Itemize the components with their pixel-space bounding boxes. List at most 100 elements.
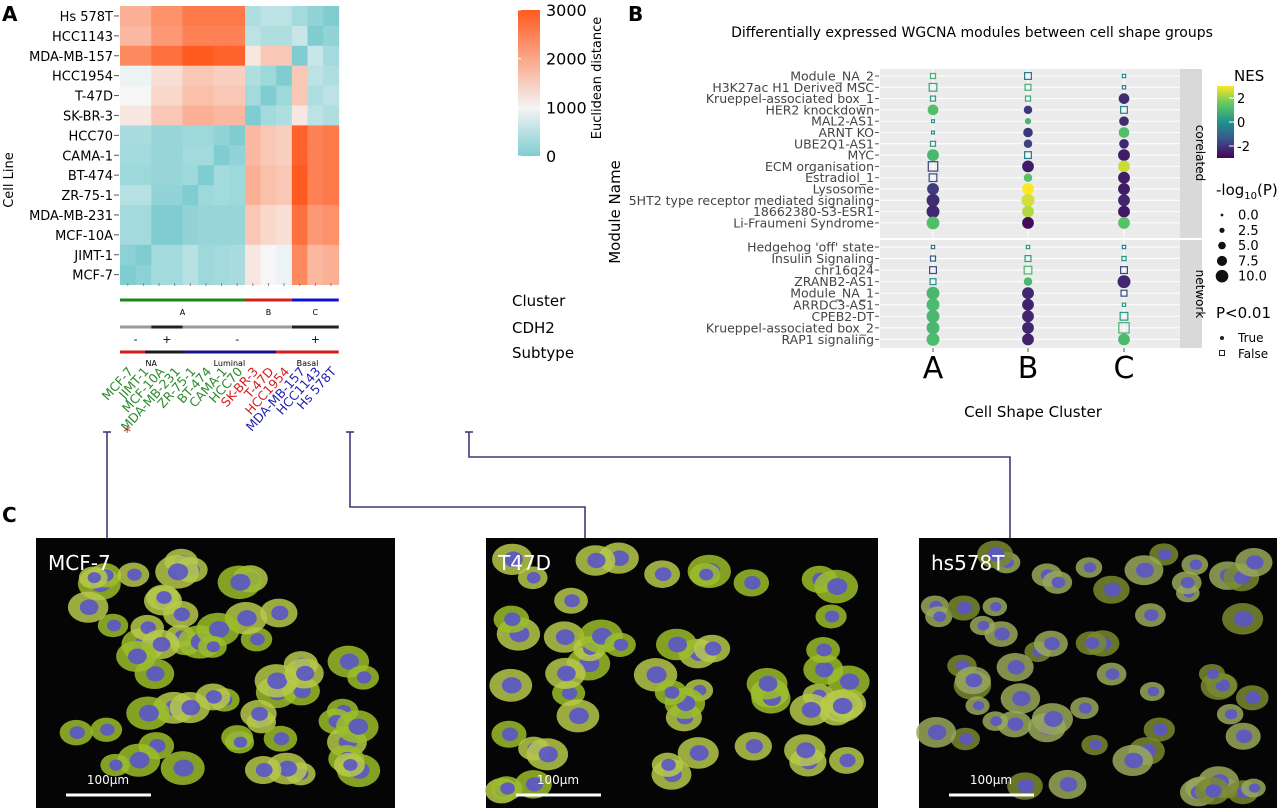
heatmap-cell: [182, 165, 199, 186]
dotplot-x-ticks: A B C: [923, 348, 1134, 386]
dotplot-point-nonsignificant: [928, 82, 938, 92]
dotplot-point-significant: [926, 216, 940, 230]
heatmap-cell: [291, 125, 308, 146]
heatmap-cell: [229, 105, 246, 126]
cell-nucleus: [957, 601, 973, 615]
dotplot-module-label: 18662380-S3-ESR1: [753, 204, 874, 219]
heatmap-cell: [291, 205, 308, 226]
heatmap-cell: [307, 145, 324, 166]
heatmap-cell: [213, 165, 230, 186]
heatmap-cell: [260, 85, 277, 106]
dotplot-module-label: ZRANB2-AS1: [794, 274, 874, 289]
dotplot-point-significant: [1022, 183, 1034, 195]
heatmap-cell: [229, 224, 246, 246]
cell-nucleus: [501, 677, 522, 694]
dotplot-module-label: ARRDC3-AS1: [793, 297, 874, 312]
heatmap-cell: [120, 185, 137, 206]
cell-nucleus: [1085, 637, 1100, 650]
cell-nucleus: [824, 610, 840, 623]
cell-nucleus: [1059, 777, 1078, 792]
cell-nucleus: [839, 673, 860, 690]
p-legend-mark: [1218, 241, 1226, 250]
heatmap-cell: [323, 145, 340, 166]
heatmap-cell: [229, 145, 246, 166]
dotplot-module-label: HER2 knockdown: [765, 102, 874, 117]
heatmap-cell: [291, 6, 308, 27]
heatmap-cell: [182, 264, 199, 285]
dotplot-point-nonsignificant: [1121, 85, 1127, 90]
heatmap-cell: [166, 145, 183, 166]
heatmap-cell: [151, 45, 168, 67]
cell-nucleus: [206, 641, 221, 653]
track-segment-label: -: [134, 333, 138, 346]
dotplot-point-nonsignificant: [928, 173, 938, 183]
heatmap-cell: [135, 6, 152, 27]
dotplot-point-significant: [927, 149, 939, 162]
dotplot-point-nonsignificant: [929, 95, 937, 102]
heatmap-row-label: Hs 578T: [60, 10, 113, 25]
dotplot-point-significant: [1119, 116, 1129, 126]
cell-nucleus: [152, 637, 171, 652]
colorbar-tick-label: 1000: [546, 98, 587, 117]
cell-nucleus: [664, 686, 680, 699]
cell-nucleus: [1246, 555, 1264, 570]
p-legend-label: 0.0: [1238, 209, 1259, 224]
heatmap-cell: [245, 264, 262, 285]
heatmap-cell: [276, 264, 293, 285]
heatmap-cell: [323, 125, 340, 146]
heatmap-row-label: CAMA-1: [62, 149, 113, 164]
heatmap-cell: [135, 65, 152, 86]
cell-nucleus: [555, 629, 575, 645]
cell-nucleus: [990, 716, 1003, 727]
heatmap-cell: [135, 205, 152, 226]
heatmap-cell: [151, 125, 168, 146]
heatmap-row-label: SK-BR-3: [63, 109, 113, 124]
heatmap-cell: [182, 25, 199, 47]
cell-nucleus: [208, 621, 230, 638]
heatmap-row-label: HCC1954: [52, 70, 113, 85]
cell-nucleus: [273, 732, 290, 746]
cell-nucleus: [69, 726, 85, 739]
nes-legend-title: NES: [1234, 67, 1264, 85]
heatmap-cell: [213, 205, 230, 226]
heatmap-cell: [213, 105, 230, 126]
dotplot-point-significant: [1118, 217, 1130, 229]
panel-label-a: A: [2, 2, 18, 26]
heatmap-row-label: HCC70: [69, 129, 113, 144]
heatmap-cell: [120, 125, 137, 146]
heatmap-cell: [276, 165, 293, 186]
heatmap-cell: [291, 65, 308, 86]
heatmap-cell: [198, 65, 215, 86]
heatmap-cell: [120, 224, 137, 246]
heatmap-row-label: T-47D: [74, 90, 113, 105]
p-legend-label: 7.5: [1238, 254, 1259, 269]
heatmap-cell: [182, 45, 199, 67]
cell-nucleus: [1089, 739, 1102, 751]
heatmap-cell: [198, 45, 215, 67]
heatmap-cell: [323, 105, 340, 126]
heatmap-cell: [291, 105, 308, 126]
heatmap-panel: Cell Line Hs 578T HCC1143 MDA-MB-157 HCC195…: [2, 1, 605, 441]
heatmap-cell: [245, 65, 262, 86]
cell-nucleus: [744, 576, 761, 590]
track-name: CDH2: [512, 319, 555, 337]
cell-nucleus: [1105, 668, 1120, 680]
heatmap-cell: [166, 65, 183, 86]
dotplot-point-significant: [926, 332, 940, 346]
heatmap-cell: [213, 25, 230, 47]
dotplot-module-label: MYC: [848, 148, 875, 163]
track-segment-label: +: [162, 333, 171, 346]
dotplot-point-nonsignificant: [1119, 311, 1129, 321]
heatmap-cell: [135, 125, 152, 146]
heatmap-cell: [151, 105, 168, 126]
cell-nucleus: [704, 641, 722, 656]
heatmap-cell: [151, 25, 168, 47]
dotplot-point-significant: [1118, 160, 1130, 173]
micrograph-1: MCF-7 100μm: [36, 538, 395, 808]
cell-nucleus: [758, 675, 778, 692]
cell-nucleus: [339, 653, 359, 670]
heatmap-cell: [276, 185, 293, 206]
dotplot-point-nonsignificant: [1023, 151, 1032, 160]
dotplot-point-nonsignificant: [929, 72, 937, 80]
dotplot-point-significant: [1023, 173, 1033, 182]
